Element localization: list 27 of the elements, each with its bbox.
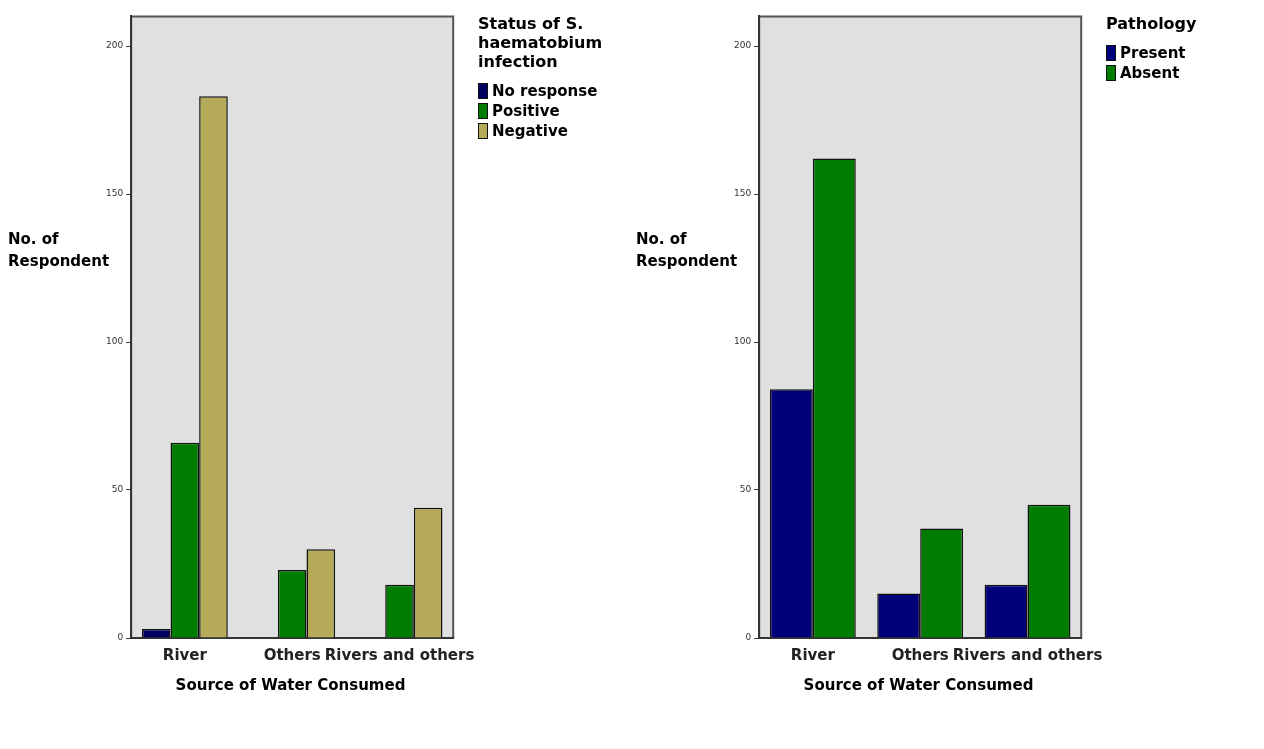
x-tick-label: Rivers and others	[952, 645, 1103, 664]
x-tick-label: River	[790, 645, 836, 664]
x-axis-title: Source of Water Consumed	[174, 676, 407, 694]
legend-label: Absent	[1120, 63, 1180, 83]
y-axis-title: No. of Respondent	[8, 229, 110, 272]
y-tick-label: 100	[105, 336, 124, 347]
y-tick-label: 50	[739, 484, 752, 495]
y-tick-label: 0	[745, 632, 752, 643]
y-tick-label: 150	[733, 188, 752, 199]
y-tick-label: 100	[733, 336, 752, 347]
y-tick-label: 150	[105, 188, 124, 199]
x-tick-label: Others	[891, 645, 949, 664]
legend-label: Present	[1120, 43, 1186, 63]
x-tick-label: River	[162, 645, 208, 664]
legend-title: Status of S. haematobium infection	[478, 14, 604, 71]
y-tick-label: 0	[117, 632, 124, 643]
legend-label: No response	[492, 81, 598, 101]
legend-title: Pathology	[1106, 14, 1198, 33]
y-axis-title: No. of Respondent	[636, 229, 738, 272]
legend-label: Positive	[492, 101, 560, 121]
y-tick-label: 200	[733, 40, 752, 51]
x-tick-label: Rivers and others	[324, 645, 475, 664]
y-tick-label: 200	[105, 40, 124, 51]
x-axis-title: Source of Water Consumed	[802, 676, 1035, 694]
x-tick-label: Others	[263, 645, 321, 664]
y-tick-label: 50	[111, 484, 124, 495]
legend-label: Negative	[492, 121, 568, 141]
